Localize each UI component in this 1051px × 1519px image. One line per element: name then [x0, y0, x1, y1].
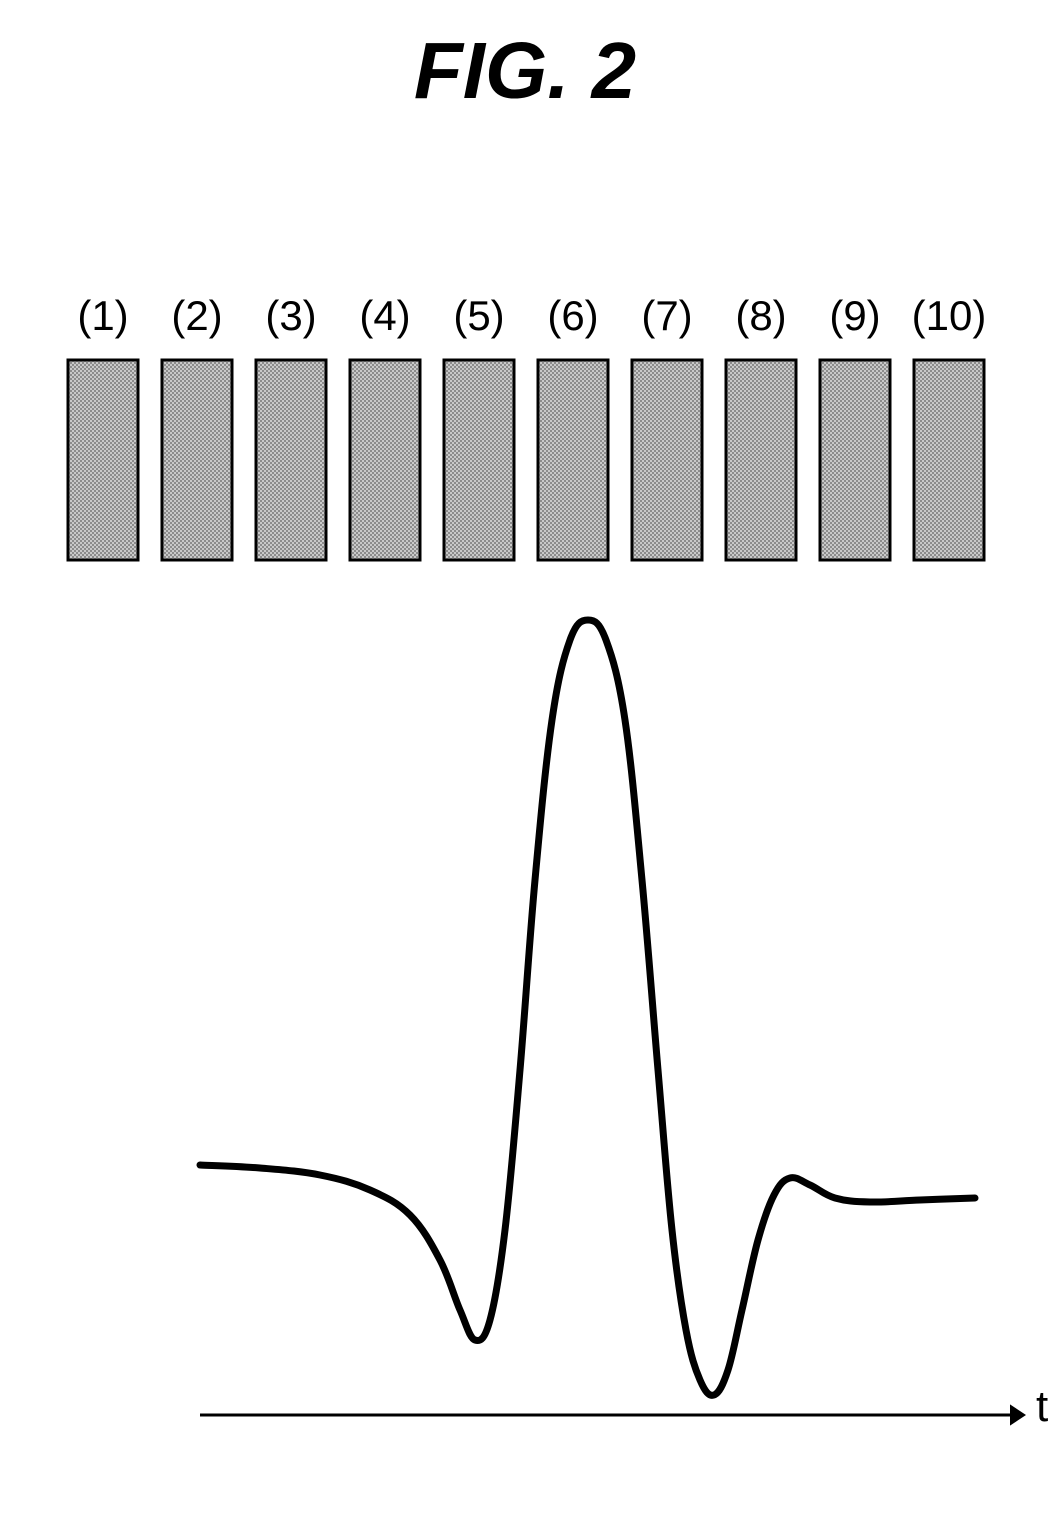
bar-group — [68, 360, 984, 560]
bar-rect — [914, 360, 984, 560]
bar-label: (9) — [829, 292, 880, 340]
bar-rect — [444, 360, 514, 560]
figure-svg-layer — [0, 0, 1051, 1519]
bar-rect — [632, 360, 702, 560]
bar-label: (6) — [547, 292, 598, 340]
bar-label: (8) — [735, 292, 786, 340]
bar-label: (4) — [359, 292, 410, 340]
bar-rect — [350, 360, 420, 560]
bar-label: (2) — [171, 292, 222, 340]
bar-rect — [68, 360, 138, 560]
figure-stage: FIG. 2 (1)(2)(3)(4)(5)(6)(7)(8)(9)(10) t — [0, 0, 1051, 1519]
bar-rect — [820, 360, 890, 560]
signal-curve — [200, 620, 975, 1395]
x-axis-label: t — [1036, 1382, 1048, 1432]
bar-rect — [256, 360, 326, 560]
bar-label: (10) — [912, 292, 987, 340]
axis-group — [200, 1404, 1026, 1425]
bar-label: (7) — [641, 292, 692, 340]
bar-rect — [726, 360, 796, 560]
bar-rect — [162, 360, 232, 560]
bar-label: (5) — [453, 292, 504, 340]
bar-rect — [538, 360, 608, 560]
bar-label: (1) — [77, 292, 128, 340]
curve-group — [200, 620, 975, 1395]
bar-label: (3) — [265, 292, 316, 340]
x-axis-arrow — [1010, 1404, 1026, 1425]
